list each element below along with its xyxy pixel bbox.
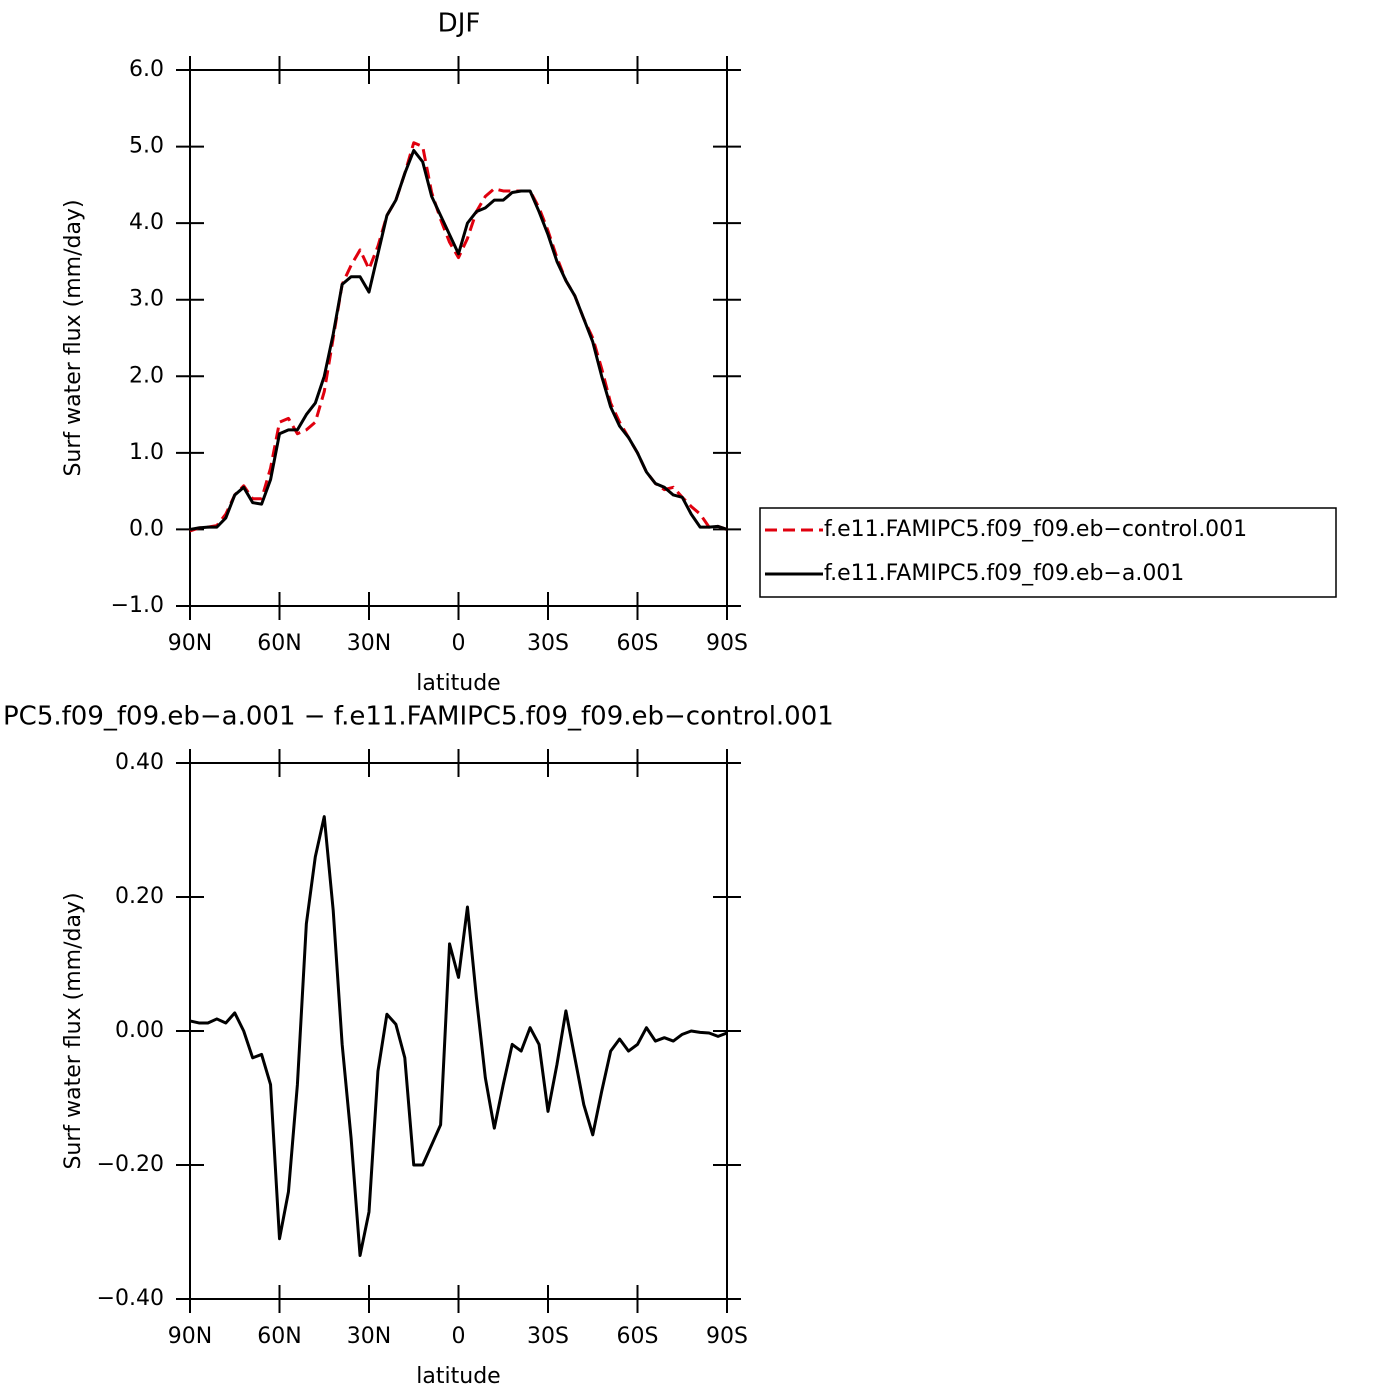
x-tick-label: 0 [452, 631, 466, 656]
x-tick-label: 30S [527, 1324, 569, 1349]
x-tick-label: 90N [168, 1324, 212, 1349]
x-tick-label: 0 [452, 1324, 466, 1349]
x-tick-label: 60N [257, 1324, 301, 1349]
x-tick-label: 60S [617, 1324, 659, 1349]
y-tick-label: 3.0 [129, 287, 164, 312]
y-axis-label: Surf water flux (mm/day) [61, 199, 86, 476]
y-tick-label: 1.0 [129, 440, 164, 465]
plot-frame [189, 69, 728, 607]
x-tick-label: 30N [347, 1324, 391, 1349]
x-tick-label: 90S [706, 1324, 748, 1349]
x-tick-label: 60S [617, 631, 659, 656]
x-tick-label: 30S [527, 631, 569, 656]
x-tick-label: 60N [257, 631, 301, 656]
y-tick-label: 0.40 [115, 750, 164, 775]
y-tick-label: 5.0 [129, 134, 164, 159]
y-tick-label: −1.0 [111, 593, 164, 618]
y-axis-label: Surf water flux (mm/day) [61, 892, 86, 1169]
data-line [189, 148, 728, 531]
y-tick-label: 4.0 [129, 210, 164, 235]
x-tick-label: 90S [706, 631, 748, 656]
legend-label: f.e11.FAMIPC5.f09_f09.eb−a.001 [824, 561, 1184, 586]
y-tick-label: 6.0 [129, 57, 164, 82]
x-tick-label: 90N [168, 631, 212, 656]
x-tick-label: 30N [347, 631, 391, 656]
plot-frame [189, 762, 728, 1300]
y-tick-label: 2.0 [129, 363, 164, 388]
x-axis-label: latitude [416, 1364, 500, 1389]
x-axis-label: latitude [416, 671, 500, 696]
legend-box [759, 507, 1337, 598]
y-tick-label: 0.00 [115, 1018, 164, 1043]
y-tick-label: 0.20 [115, 884, 164, 909]
data-line [189, 815, 728, 1257]
y-tick-label: 0.0 [129, 516, 164, 541]
chart-title: PC5.f09_f09.eb−a.001 − f.e11.FAMIPC5.f09… [3, 702, 834, 732]
y-tick-label: −0.20 [97, 1152, 164, 1177]
chart-title: DJF [438, 9, 481, 39]
y-tick-label: −0.40 [97, 1286, 164, 1311]
legend-label: f.e11.FAMIPC5.f09_f09.eb−control.001 [824, 517, 1247, 542]
